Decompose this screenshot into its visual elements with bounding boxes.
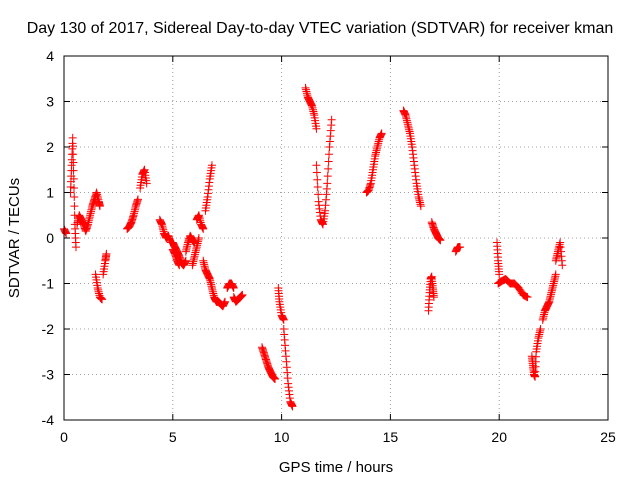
data-point [495,270,504,279]
data-point [327,115,336,124]
data-point [312,161,321,170]
data-point [279,315,288,324]
data-point [69,174,78,183]
data-point [98,295,107,304]
x-axis-label: GPS time / hours [279,459,393,476]
data-point [69,150,78,159]
y-tick-label: 2 [46,139,54,155]
y-tick-label: 4 [46,48,54,64]
data-point [71,243,80,252]
data-point [313,183,322,192]
data-point [238,290,247,299]
data-point [70,183,79,192]
axis-ticks: 0 5 10 15 20 25 -4 -3 -2 -1 0 1 2 3 4 [42,48,616,445]
data-point [194,234,203,242]
y-tick-label: 1 [46,185,54,201]
x-tick-label: 15 [383,429,399,445]
data-point [323,179,332,188]
data-point [68,133,77,142]
data-point [314,190,323,199]
data-point [68,142,77,151]
data-points [60,83,567,411]
data-point [69,158,78,167]
data-point [70,202,79,211]
data-point [271,375,280,384]
data-point [558,261,567,270]
chart-title: Day 130 of 2017, Sidereal Day-to-day VTE… [27,20,614,37]
y-tick-label: -3 [42,367,55,383]
data-point [175,261,184,270]
y-axis-label: SDTVAR / TECUs [6,178,23,298]
data-point [133,195,142,204]
data-point [429,293,438,302]
x-tick-label: 25 [600,429,616,445]
x-tick-label: 10 [274,429,290,445]
data-point [523,293,532,302]
data-point [70,193,79,202]
data-point [181,256,190,265]
data-point [313,175,322,184]
data-point [551,270,560,279]
data-point [95,202,104,211]
data-point [312,168,321,177]
data-point [142,179,151,188]
x-tick-label: 5 [169,429,177,445]
data-point [288,402,297,411]
data-point [416,202,425,211]
data-point [536,325,545,333]
data-point [436,236,445,245]
data-point [456,243,465,252]
y-tick-label: 3 [46,94,54,110]
data-point [69,166,78,175]
data-point [324,157,333,166]
data-point [324,164,333,173]
data-point [199,224,208,233]
y-tick-label: 0 [46,230,54,246]
data-point [377,129,386,138]
x-tick-label: 0 [60,429,68,445]
data-point [221,297,230,306]
x-tick-label: 20 [491,429,507,445]
y-tick-label: -4 [42,412,55,428]
y-tick-label: -2 [42,321,55,337]
grid-lines [64,56,608,420]
data-point [323,172,332,181]
data-point [102,249,111,258]
data-point [229,284,238,293]
data-point [207,161,216,170]
data-point [325,150,334,159]
y-tick-label: -1 [42,276,55,292]
data-point [312,124,321,133]
